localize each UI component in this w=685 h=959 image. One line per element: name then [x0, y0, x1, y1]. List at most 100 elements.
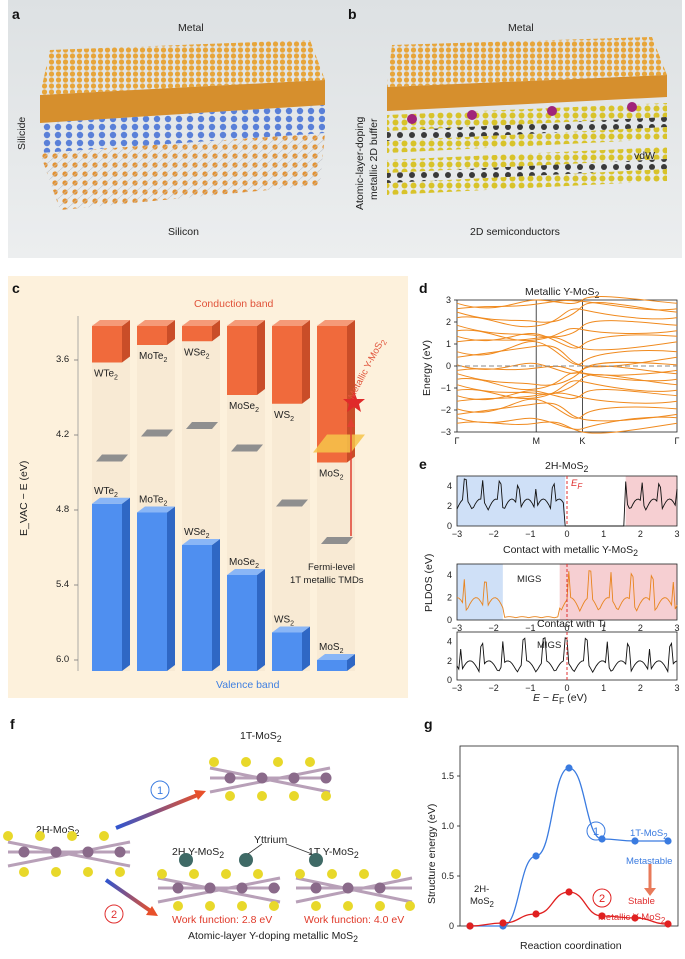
x-tick-label: −1: [525, 529, 535, 539]
route-2-badge: [104, 904, 124, 924]
panel-d: d Metallic Y-MoS2 Energy (eV) 3 2 1 0 −1 −2 −3…: [415, 276, 685, 456]
material-label-vb: MoS2: [319, 642, 344, 655]
silicide-layer: [40, 105, 325, 153]
yttrium-atom: [179, 853, 193, 867]
route-1-arrow: [115, 792, 201, 830]
valence-band-bar-side: [167, 506, 175, 671]
valence-band-bar: [272, 632, 302, 671]
panel-f: f 2H-MoS2 1T-MoS2 2H Y-MoS2 1T Y-MoS2 Yt…: [0, 716, 420, 959]
valence-band-bar-side: [302, 626, 310, 671]
material-label-cb: WSe2: [184, 347, 210, 360]
material-label-vb: MoTe2: [139, 495, 167, 508]
label-1t-mos2: 1T-MoS2: [240, 730, 282, 745]
yttrium-atom: [239, 853, 253, 867]
fermi-label-2: 1T metallic TMDs: [290, 575, 364, 586]
conduction-band-bar-side: [167, 320, 175, 345]
valence-band-bar-side: [212, 539, 220, 671]
panel-a-letter: a: [12, 6, 20, 22]
band-line: [456, 320, 678, 338]
label-2h-line1: 2H-: [474, 884, 490, 895]
y-tick-label: 0: [446, 361, 451, 371]
migs-label-3: MIGS: [537, 640, 562, 651]
valence-band-bar: [317, 660, 347, 671]
panel-c: c Conduction band Valence band E_VAC − E…: [8, 276, 408, 698]
conduction-band-bar-side: [122, 320, 130, 363]
valence-band-bar-top: [137, 506, 175, 513]
band-line: [456, 332, 678, 349]
material-label-cb: MoS2: [319, 469, 344, 482]
band-line: [456, 361, 678, 374]
band-line: [456, 421, 678, 434]
y-tick-label: 2: [447, 501, 452, 511]
conduction-band-bar: [137, 326, 167, 345]
y-tick-label: 1: [446, 339, 451, 349]
valence-band-bar-top: [227, 569, 265, 575]
semiconductor-layer-top: [387, 147, 667, 173]
panel-a: a Metal Silicide Silicon: [0, 0, 342, 258]
energy-curve: [469, 767, 668, 927]
material-label-cb: WS2: [274, 410, 294, 423]
migs-label-2: MIGS: [517, 574, 542, 585]
energy-point: [664, 837, 672, 845]
y-tick-label: 4: [447, 570, 452, 580]
lattice-1t-y-mos2: [295, 853, 415, 911]
panel-a-top-label: Metal: [178, 22, 204, 34]
x-tick-label: −1: [525, 683, 535, 693]
y-tick-label: 4: [447, 481, 452, 491]
band-line: [456, 336, 678, 351]
material-label-vb: WS2: [274, 615, 294, 628]
yttrium-atom: [627, 102, 637, 112]
x-tick-label: 3: [674, 683, 679, 693]
yttrium-atom: [309, 853, 323, 867]
valence-shade: [457, 564, 503, 620]
yttrium-label: Yttrium: [254, 834, 288, 846]
band-line: [456, 389, 678, 401]
conduction-band-bar-top: [227, 320, 265, 326]
band-line: [456, 365, 678, 376]
lattice-2h-y-mos2: [157, 853, 281, 911]
route-1-badge: [586, 821, 606, 841]
band-line: [456, 398, 678, 419]
y-tick-label: 2: [446, 317, 451, 327]
energy-point: [466, 922, 474, 930]
band-alignment-chart: WTe2 WTe2 MoTe2 MoTe2 WSe2 WSe2 MoSe2 MoSe2 WS2 W…: [74, 316, 365, 671]
conduction-band-bar: [272, 326, 302, 404]
band-line: [456, 365, 678, 386]
yttrium-pointer: [285, 843, 313, 855]
band-line: [456, 345, 678, 368]
conduction-band-bar: [227, 326, 257, 395]
yttrium-pointer: [247, 843, 263, 855]
pldos-sub3-title: Contact with Ti: [537, 618, 606, 630]
valence-band-bar-top: [272, 626, 310, 633]
buffer-layer-bottom: [387, 127, 667, 153]
route-2-arrow: [104, 878, 154, 914]
ef-label: EF: [571, 478, 583, 491]
route-1-number: 1: [593, 826, 599, 838]
x-tick-label: −1: [525, 623, 535, 633]
band-line: [456, 308, 678, 328]
x-tick-label: −2: [489, 683, 499, 693]
conduction-band-bar-side: [257, 320, 265, 395]
pldos-sub1-title: 2H-MoS2: [545, 460, 589, 475]
panel-a-illustration: [40, 40, 325, 210]
y-tick-label: 2: [447, 593, 452, 603]
x-tick-label: −3: [452, 623, 462, 633]
valence-band-bar-side: [347, 654, 355, 671]
conduction-band-bar-side: [212, 320, 220, 342]
semiconductor-layer-bottom: [387, 169, 667, 195]
panel-d-title: Metallic Y-MoS2: [525, 286, 600, 301]
label-2h-line2: MoS2: [470, 896, 494, 909]
energy-point: [631, 914, 639, 922]
energy-point: [565, 888, 573, 896]
panel-a-bottom-label: Silicon: [168, 226, 199, 238]
panel-f-illustration: 1 2: [3, 757, 415, 924]
valence-shade: [457, 476, 566, 526]
x-tick-label: Γ: [675, 436, 680, 446]
structure-energy-chart: 0 0.5 1.0 1.5 1 2: [441, 745, 679, 931]
x-tick-label: 3: [674, 529, 679, 539]
panel-f-caption: Atomic-layer Y-doping metallic MoS2: [188, 930, 359, 945]
energy-point: [631, 837, 639, 845]
conduction-band-bar-top: [92, 320, 130, 326]
y-tick-label: 4: [447, 637, 452, 647]
